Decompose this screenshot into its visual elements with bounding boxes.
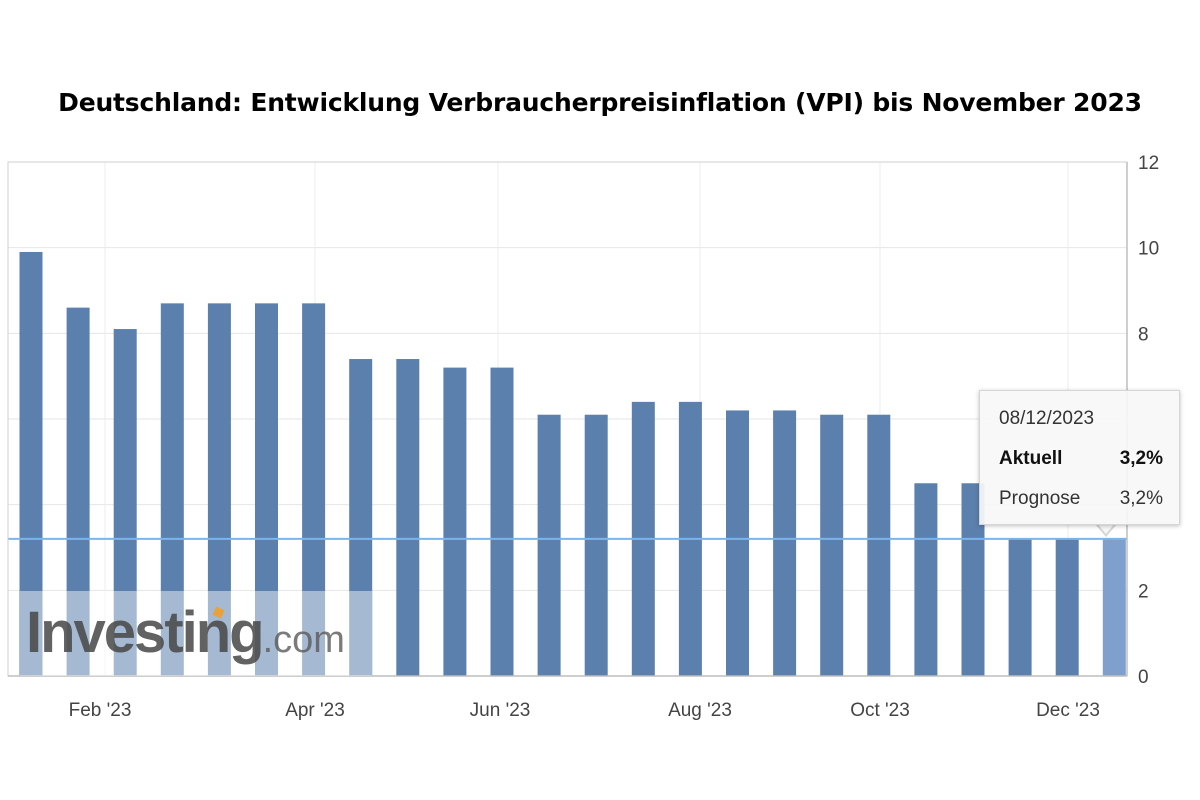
x-tick-label: Oct '23: [850, 700, 910, 721]
bar: [255, 303, 278, 676]
bar: [1008, 538, 1032, 676]
bar: [914, 483, 938, 676]
bar: [443, 367, 467, 676]
bar: [490, 367, 514, 676]
tooltip-actual-label: Aktuell: [999, 448, 1063, 469]
x-tick-label: Dec '23: [1036, 700, 1100, 721]
bar: [66, 307, 90, 676]
y-tick-label: 2: [1138, 581, 1149, 602]
tooltip-actual-value: 3,2%: [1119, 448, 1163, 469]
watermark-suffix: .com: [262, 619, 345, 661]
tooltip-date: 08/12/2023: [999, 408, 1095, 429]
y-tick-label: 12: [1138, 153, 1159, 174]
bar: [867, 414, 891, 676]
chart-title: Deutschland: Entwicklung Verbraucherprei…: [58, 88, 1142, 117]
tick-labels: Feb '23 Apr '23 Jun '23 Aug '23 Oct '23 Dec '…: [69, 153, 1160, 721]
bar: [302, 303, 326, 676]
bars: [19, 251, 1126, 676]
bar: [537, 414, 561, 676]
bar: [584, 414, 608, 676]
y-tick-label: 8: [1138, 324, 1149, 345]
bar: [349, 359, 373, 676]
tooltip-forecast-row: Prognose 3,2%: [999, 488, 1163, 510]
bar: [773, 410, 797, 676]
x-tick-label: Feb '23: [69, 700, 132, 721]
bar: [1055, 538, 1079, 676]
bar: [820, 414, 844, 676]
tooltip-forecast-label: Prognose: [999, 488, 1081, 509]
bar: [726, 410, 749, 676]
bar: [1102, 538, 1126, 676]
bar: [19, 251, 43, 676]
tooltip-actual-row: Aktuell 3,2%: [999, 448, 1163, 470]
bar: [396, 359, 420, 676]
x-tick-label: Aug '23: [668, 700, 732, 721]
data-tooltip: 08/12/2023 Aktuell 3,2% Prognose 3,2%: [979, 390, 1180, 525]
x-tick-label: Jun '23: [470, 700, 531, 721]
x-tick-label: Apr '23: [285, 700, 345, 721]
watermark-brand: Investing: [26, 600, 265, 665]
investing-watermark: Investing.com: [20, 591, 372, 676]
y-tick-label: 0: [1138, 667, 1149, 688]
bar: [207, 303, 231, 676]
y-tick-label: 10: [1138, 239, 1159, 260]
bar: [113, 329, 137, 676]
bar: [160, 303, 184, 676]
bar: [961, 483, 985, 676]
tooltip-forecast-value: 3,2%: [1119, 488, 1163, 509]
